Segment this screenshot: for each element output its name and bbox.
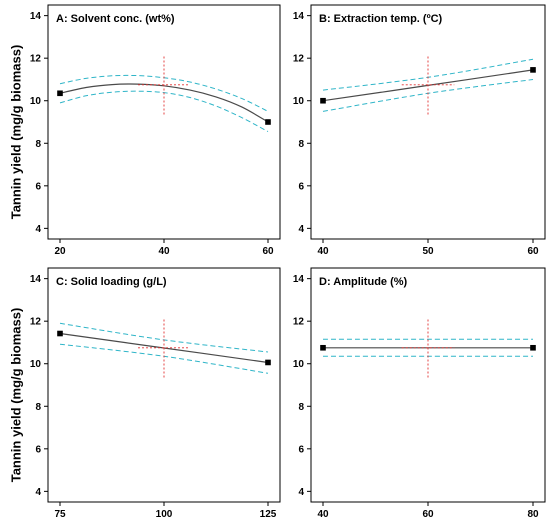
design-point [530, 344, 536, 351]
design-point [530, 67, 536, 73]
y-tick-label: 4 [35, 224, 41, 235]
x-tick-label: 80 [527, 509, 539, 520]
panel-title: D: Amplitude (%) [319, 276, 408, 288]
x-tick-label: 40 [317, 509, 329, 520]
y-tick-label: 12 [30, 54, 42, 65]
design-point [320, 344, 326, 351]
panel-a: A: Solvent conc. (wt%) 4 6 8 10 12 14 20 40 60 [30, 4, 281, 257]
y-tick-label: 6 [35, 444, 41, 455]
x-tick-label: 20 [54, 246, 66, 257]
y-tick-label: 4 [35, 487, 41, 498]
y-tick-label: 6 [35, 181, 41, 192]
design-point [57, 330, 63, 337]
y-tick-label: 6 [298, 181, 304, 192]
panel-c: C: Solid loading (g/L) 4 6 8 10 12 14 75 100 125 [30, 267, 281, 520]
panel-title: C: Solid loading (g/L) [56, 276, 167, 288]
panel-d: D: Amplitude (%) 4 6 8 10 12 14 40 60 80 [293, 267, 546, 520]
y-tick-label: 10 [30, 96, 42, 107]
y-tick-label: 8 [298, 139, 304, 150]
x-tick-label: 125 [260, 509, 277, 520]
y-tick-label: 8 [298, 402, 304, 413]
y-tick-label: 14 [30, 274, 42, 285]
design-point [320, 97, 326, 104]
y-tick-label: 14 [30, 11, 42, 22]
panel-title: B: Extraction temp. (ºC) [319, 13, 443, 25]
y-tick-label: 8 [35, 402, 41, 413]
x-tick-label: 60 [527, 246, 539, 257]
plot-frame [47, 267, 281, 503]
x-tick-label: 50 [422, 246, 434, 257]
plot-frame [47, 4, 281, 240]
panel-b: B: Extraction temp. (ºC) 4 6 8 10 12 14 40 50 60 [293, 4, 546, 257]
plot-frame [310, 267, 546, 503]
design-point [57, 90, 63, 97]
x-tick-label: 60 [422, 509, 434, 520]
y-tick-label: 10 [293, 359, 305, 370]
x-tick-label: 60 [262, 246, 274, 257]
design-point [265, 119, 271, 125]
y-tick-label: 12 [30, 317, 42, 328]
plot-frame [310, 4, 546, 240]
x-tick-label: 40 [158, 246, 170, 257]
y-tick-label: 8 [35, 139, 41, 150]
y-tick-label: 6 [298, 444, 304, 455]
design-point [265, 359, 271, 366]
panel-title: A: Solvent conc. (wt%) [56, 13, 175, 25]
y-tick-label: 10 [293, 96, 305, 107]
y-tick-label: 14 [293, 274, 305, 285]
y-tick-label: 14 [293, 11, 305, 22]
y-tick-label: 12 [293, 317, 305, 328]
y-tick-label: 12 [293, 54, 305, 65]
y-tick-label: 4 [298, 224, 304, 235]
x-tick-label: 75 [54, 509, 66, 520]
x-tick-label: 100 [156, 509, 173, 520]
x-tick-label: 40 [317, 246, 329, 257]
y-tick-label: 10 [30, 359, 42, 370]
y-tick-label: 4 [298, 487, 304, 498]
